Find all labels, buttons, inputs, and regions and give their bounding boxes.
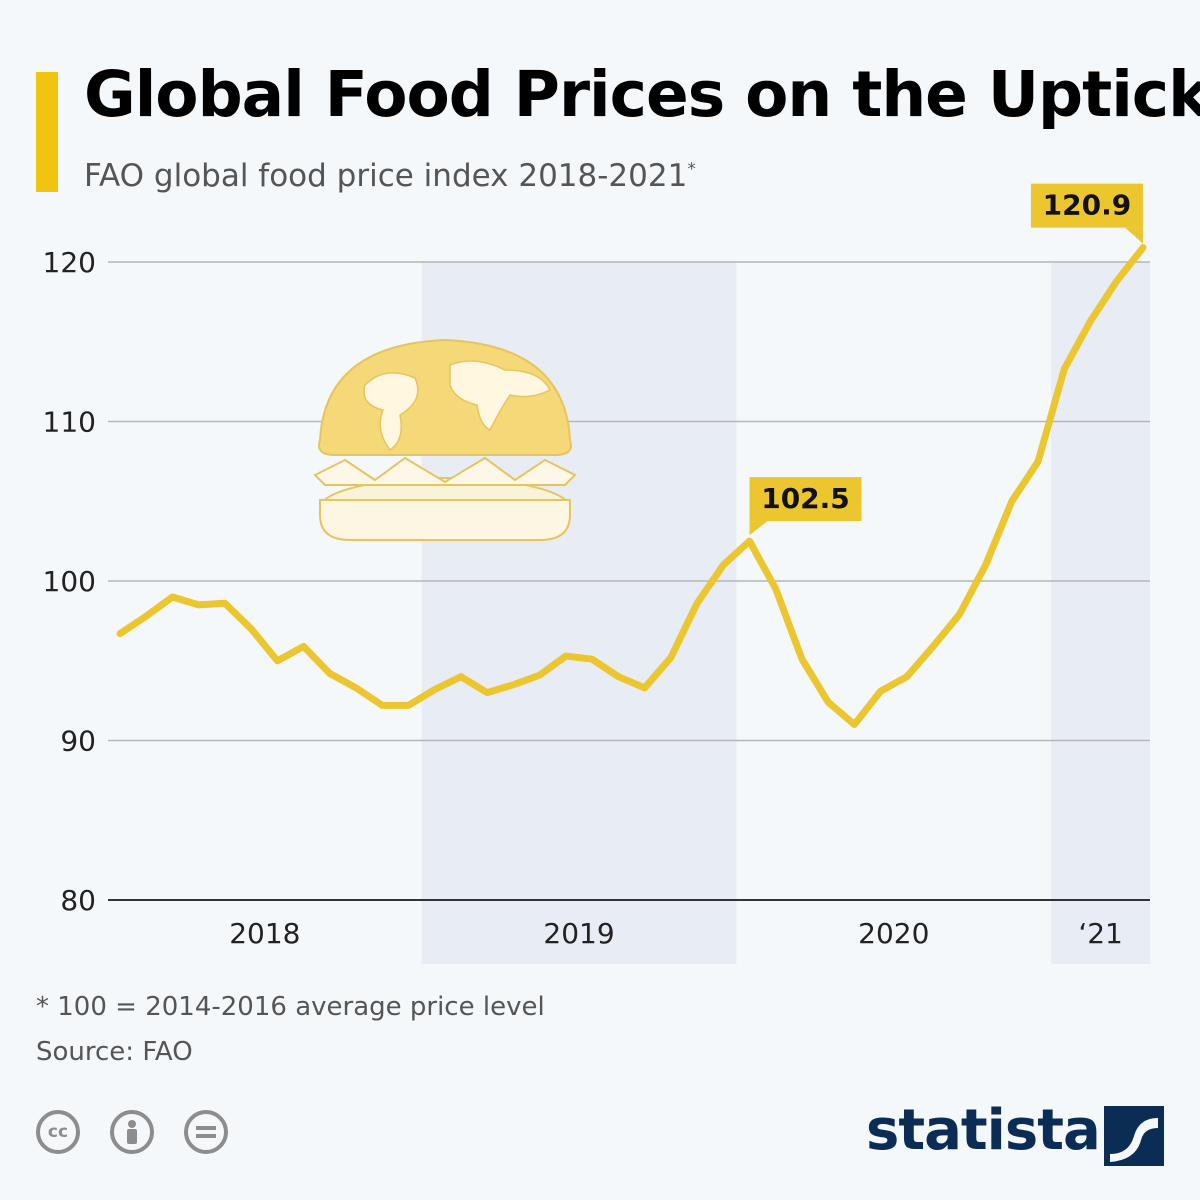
x-tick-label: 2019 xyxy=(543,917,614,950)
y-axis: 80 90 100 110 120 xyxy=(43,246,96,917)
year-band-3 xyxy=(1051,262,1150,964)
x-tick-label: ‘21 xyxy=(1078,917,1123,950)
title-accent-bar xyxy=(36,72,58,192)
chart-title: Global Food Prices on the Uptick xyxy=(84,58,1200,131)
y-tick-label: 90 xyxy=(60,725,96,758)
x-tick-label: 2018 xyxy=(229,917,300,950)
subtitle-text: FAO global food price index 2018-2021 xyxy=(84,158,688,194)
no-derivatives-icon[interactable] xyxy=(184,1110,228,1154)
callout-label: 102.5 xyxy=(761,482,850,515)
callouts: 102.5 120.9 xyxy=(749,183,1143,536)
chart-subtitle: FAO global food price index 2018-2021* xyxy=(84,158,696,194)
cc-icon[interactable]: cc xyxy=(36,1110,80,1154)
callout-120.9: 120.9 xyxy=(1030,183,1143,244)
statista-logo-text[interactable]: statista xyxy=(866,1098,1101,1163)
callout-pointer xyxy=(749,521,768,536)
attribution-icon[interactable] xyxy=(110,1110,154,1154)
globe-burger-illustration xyxy=(313,338,577,541)
footnote: * 100 = 2014-2016 average price level xyxy=(36,992,545,1022)
callout-label: 120.9 xyxy=(1043,189,1132,222)
x-axis: 2018 2019 2020 ‘21 xyxy=(229,917,1123,950)
callout-box xyxy=(1030,183,1143,228)
x-tick-label: 2020 xyxy=(858,917,929,950)
y-tick-label: 80 xyxy=(60,884,96,917)
y-tick-label: 120 xyxy=(43,246,96,279)
callout-102.5: 102.5 xyxy=(749,477,862,536)
y-tick-label: 100 xyxy=(43,565,96,598)
callout-pointer xyxy=(1124,227,1143,244)
subtitle-footnote-mark: * xyxy=(687,159,696,180)
source-note: Source: FAO xyxy=(36,1037,193,1067)
callout-box xyxy=(749,477,862,522)
year-bands xyxy=(421,262,1150,964)
y-tick-label: 110 xyxy=(43,406,96,439)
statista-logo-icon xyxy=(1104,1106,1164,1166)
price-index-line xyxy=(116,244,1147,728)
